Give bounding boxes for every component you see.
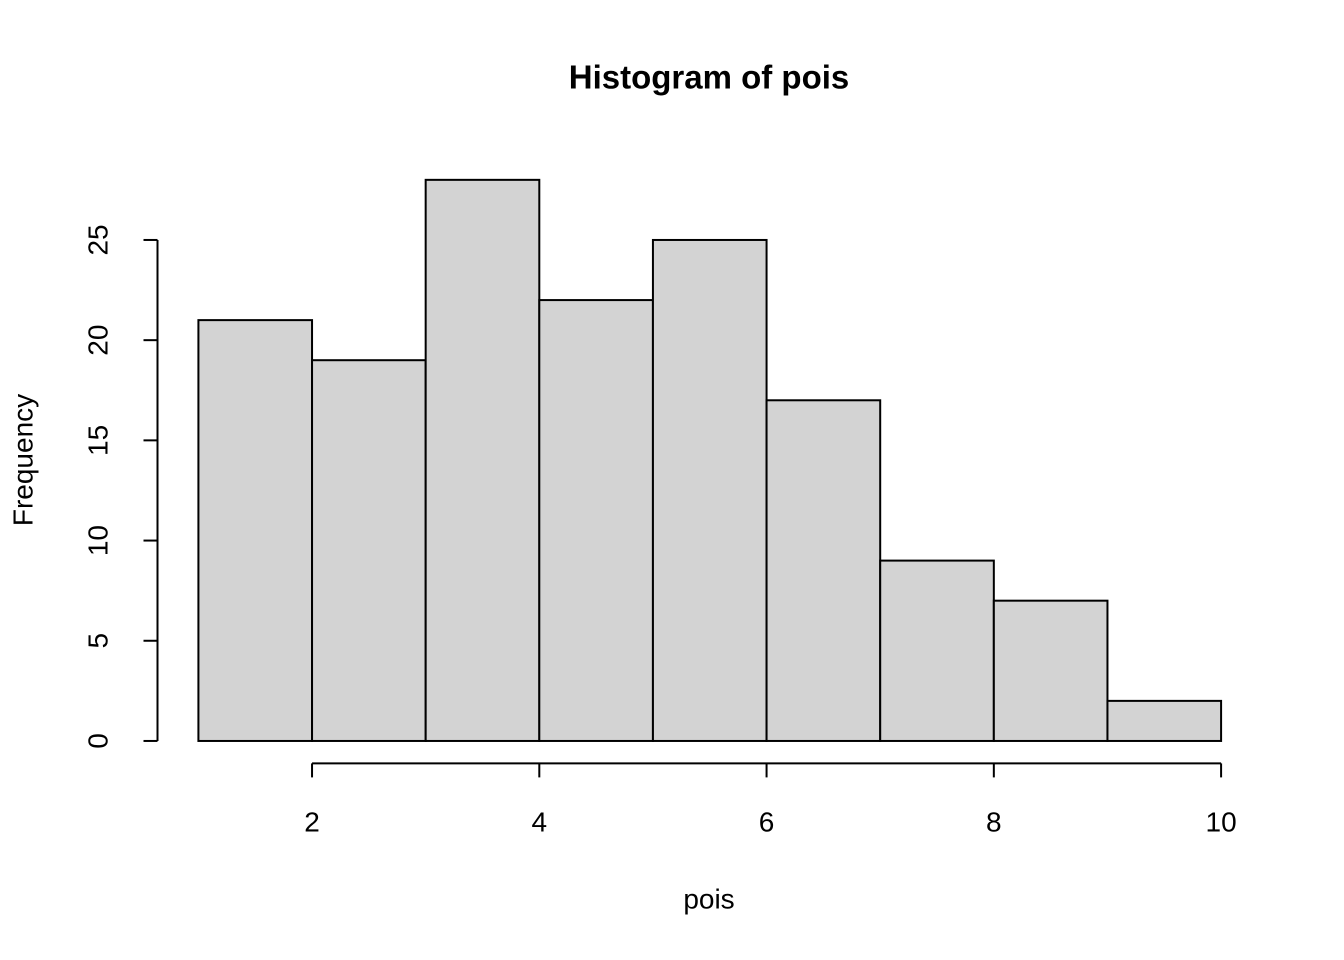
x-tick-label: 2 xyxy=(304,806,320,837)
bar xyxy=(197,319,314,742)
chart-title: Histogram of pois xyxy=(569,59,850,96)
bar xyxy=(1106,699,1223,742)
bar xyxy=(765,399,882,742)
bar xyxy=(538,299,654,742)
x-tick-label: 10 xyxy=(1206,806,1237,837)
bar xyxy=(424,178,541,742)
y-axis-label: Frequency xyxy=(7,394,38,526)
y-tick-label: 5 xyxy=(82,633,113,649)
x-axis-label: pois xyxy=(683,883,734,914)
y-tick-label: 25 xyxy=(82,224,113,255)
y-tick-label: 10 xyxy=(82,525,113,556)
x-tick-label: 8 xyxy=(986,806,1002,837)
bar xyxy=(651,238,768,742)
bar xyxy=(992,599,1109,742)
x-tick-label: 4 xyxy=(532,806,548,837)
bar xyxy=(311,359,427,742)
y-tick-label: 15 xyxy=(82,425,113,456)
bar xyxy=(879,559,995,742)
x-tick-label: 6 xyxy=(759,806,775,837)
y-tick-label: 20 xyxy=(82,325,113,356)
y-tick-label: 0 xyxy=(82,733,113,749)
